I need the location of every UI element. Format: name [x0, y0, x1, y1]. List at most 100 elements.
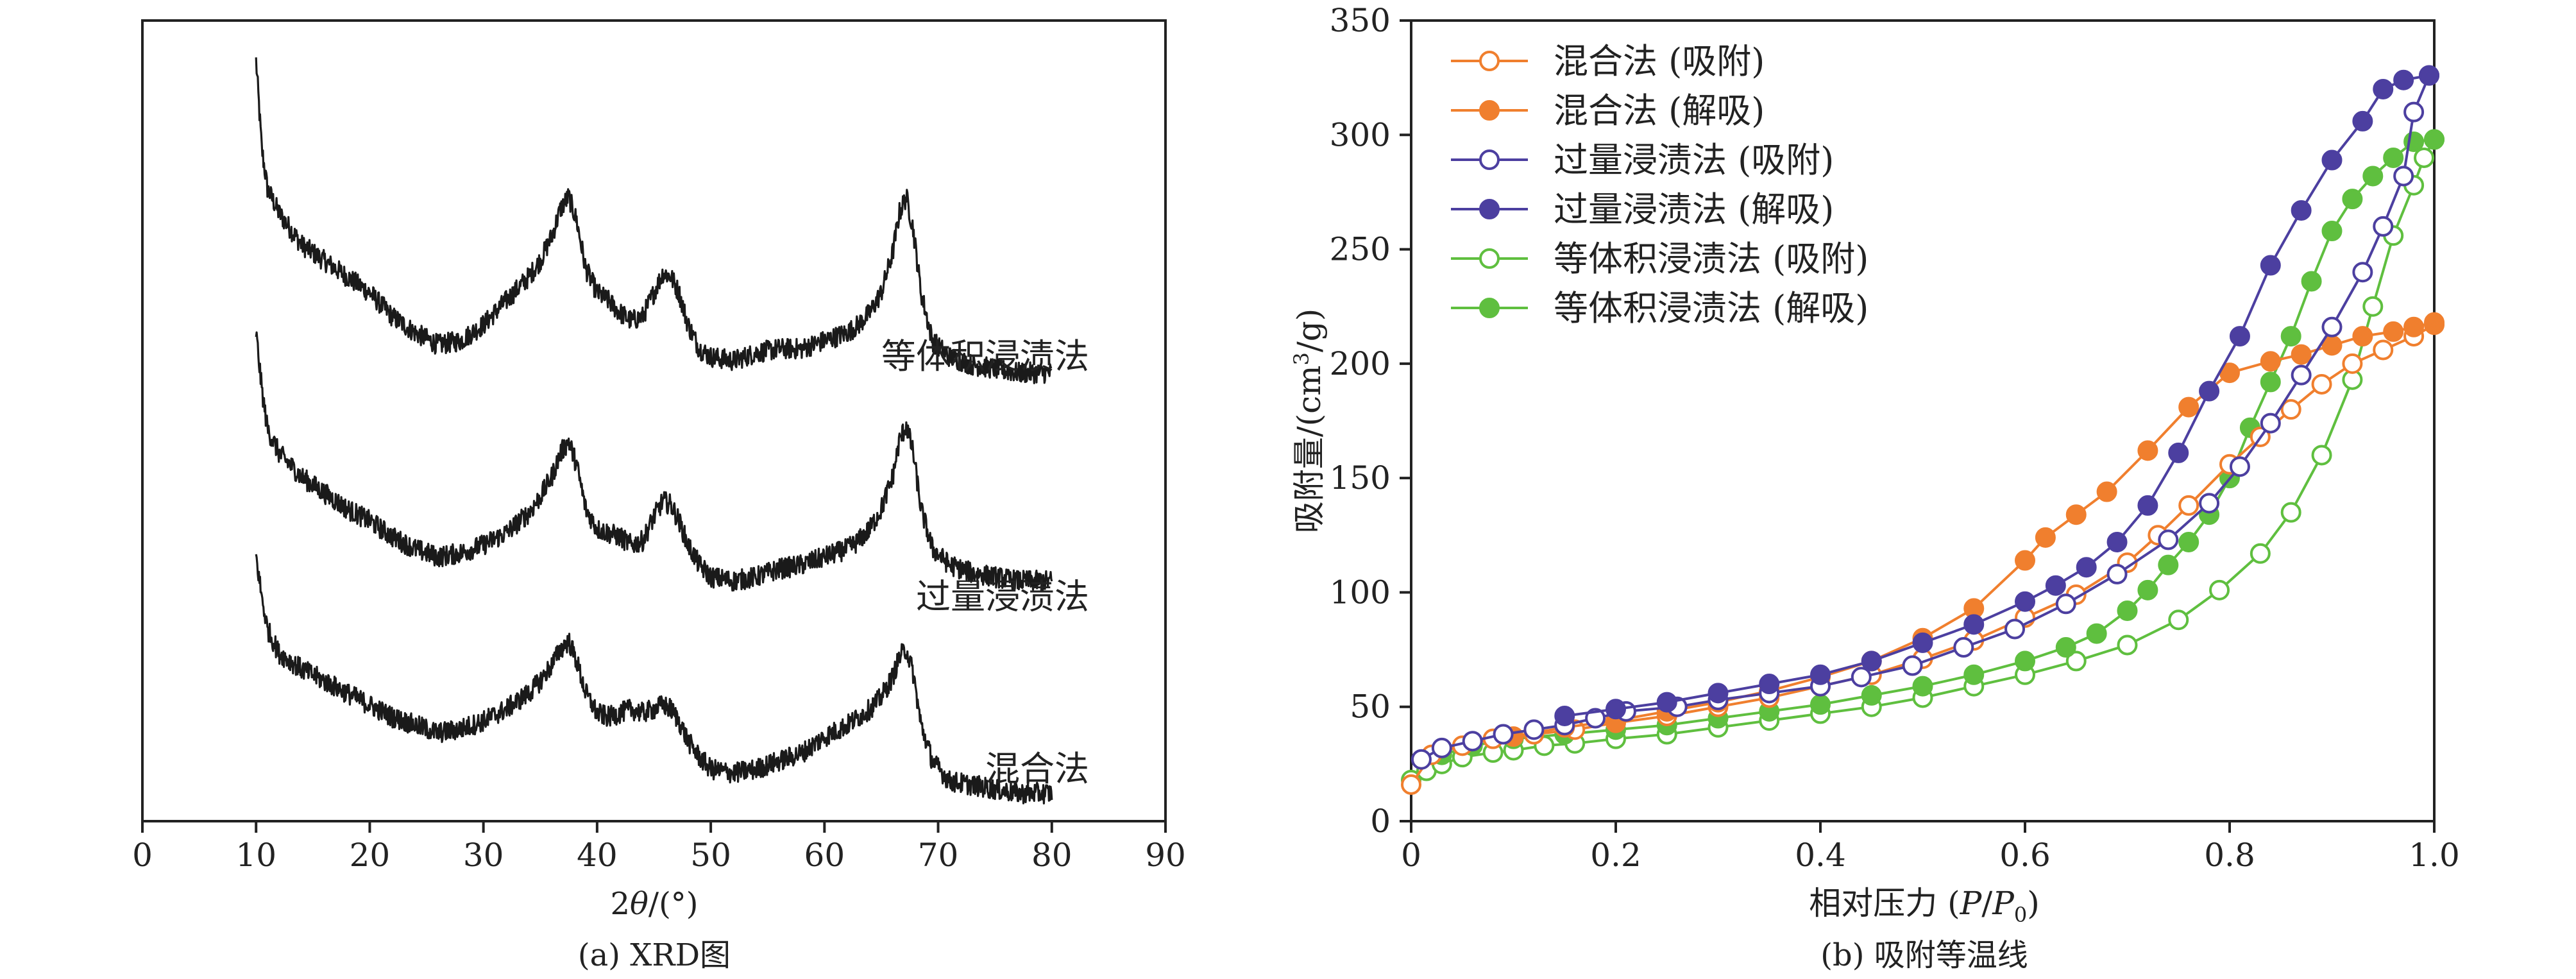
iso-series-4-point — [2065, 651, 2087, 672]
iso-y-label-sup: 3 — [1289, 352, 1314, 365]
iso-y-tick-label: 300 — [1330, 116, 1391, 153]
iso-series-2-point — [1462, 731, 1483, 752]
iso-series-1-point — [2291, 344, 2312, 365]
iso-series-1-point — [2137, 440, 2158, 461]
xrd-x-axis-label: 2θ/(°) — [610, 886, 698, 922]
iso-series-3-point — [1810, 664, 1831, 685]
iso-y-tick-label: 50 — [1350, 688, 1391, 726]
legend-label: 混合法 (解吸) — [1554, 90, 1765, 131]
legend-marker — [1479, 298, 1500, 318]
iso-x-tick-label: 0.4 — [1795, 837, 1846, 874]
iso-x-label-close: ) — [2027, 885, 2040, 922]
isotherm-series-group — [1401, 65, 2445, 795]
iso-series-1-point — [2015, 550, 2035, 571]
iso-series-4-point — [2168, 609, 2189, 631]
iso-series-2-point — [1585, 708, 1606, 729]
xrd-plot-frame — [141, 19, 1167, 822]
iso-series-4-point — [2311, 445, 2332, 466]
iso-series-1-point — [2403, 316, 2425, 337]
xrd-x-tick-label: 60 — [804, 837, 845, 874]
iso-series-2-point — [2106, 563, 2128, 584]
isotherm-caption: (b) 吸附等温线 — [1820, 937, 2028, 973]
iso-y-tick-label: 0 — [1370, 803, 1391, 840]
xrd-x-tick-label: 20 — [350, 837, 391, 874]
legend-marker — [1479, 100, 1500, 121]
legend-label: 等体积浸渍法 (解吸) — [1554, 288, 1868, 328]
iso-series-2-point — [2229, 456, 2250, 477]
xrd-x-tick-label: 50 — [690, 837, 731, 874]
iso-series-2-point — [1431, 737, 1452, 758]
iso-y-tick-label: 350 — [1330, 2, 1391, 39]
iso-series-2-point — [1493, 724, 1514, 745]
iso-series-4-point — [2209, 579, 2230, 600]
isotherm-y-axis-label: 吸附量/(cm3/g) — [1289, 309, 1328, 534]
iso-series-1-point — [2096, 481, 2117, 502]
iso-y-label-prefix: 吸附量/(cm — [1291, 365, 1328, 533]
iso-series-4-point — [2280, 502, 2301, 523]
isotherm-axes: 0 0.2 0.4 0.6 0.8 1.0 0 50 100 150 200 250 300 350 — [1330, 2, 2460, 874]
xrd-x-label-prefix: 2 — [610, 886, 630, 922]
iso-series-3-point — [2352, 110, 2373, 132]
legend-marker — [1479, 248, 1500, 269]
iso-series-0-point — [2280, 399, 2301, 420]
iso-series-4-point — [2117, 634, 2138, 656]
iso-series-5-point — [2383, 147, 2404, 168]
legend-marker — [1479, 149, 1500, 170]
isotherm-plot-frame — [1410, 19, 2436, 822]
iso-series-5-point — [2158, 554, 2179, 575]
iso-y-tick-label: 100 — [1330, 574, 1391, 611]
iso-series-2-point — [1851, 667, 1872, 688]
iso-series-2-point — [1902, 655, 1923, 676]
iso-x-label-slash: / — [1981, 885, 1992, 922]
iso-series-2-point — [2199, 493, 2220, 514]
iso-series-5-point — [1912, 676, 1933, 697]
iso-series-3-point — [1759, 674, 1780, 695]
iso-series-3-point — [2373, 78, 2394, 99]
iso-series-5-point — [2137, 579, 2158, 600]
iso-series-4-point — [2250, 543, 2271, 564]
iso-y-label-suffix: /g) — [1291, 309, 1328, 352]
iso-series-3-point — [1606, 699, 1626, 720]
iso-series-2-point — [2373, 216, 2394, 237]
iso-series-2-point — [2158, 529, 2179, 550]
iso-series-2-point — [2393, 166, 2414, 187]
xrd-x-tick-label: 10 — [235, 837, 276, 874]
iso-series-0-point — [2373, 339, 2394, 361]
iso-series-2-point — [2352, 262, 2373, 283]
iso-series-1-point — [2424, 312, 2445, 333]
iso-y-tick-label: 200 — [1330, 345, 1391, 382]
iso-x-label-p0: P — [1992, 885, 2015, 922]
iso-series-0-point — [2178, 495, 2199, 516]
iso-series-5-line — [1441, 138, 2435, 756]
xrd-x-tick-label: 40 — [577, 837, 618, 874]
iso-series-4-point — [2362, 296, 2384, 317]
iso-series-3-point — [1912, 632, 1933, 653]
iso-series-3-point — [1707, 683, 1729, 704]
iso-series-4-point — [2414, 147, 2435, 168]
legend-label: 过量浸渍法 (解吸) — [1554, 189, 1834, 230]
iso-series-2-point — [2004, 618, 2026, 640]
iso-series-3-point — [1656, 692, 1677, 713]
iso-series-5-point — [1861, 685, 1882, 706]
iso-series-5-point — [2086, 623, 2107, 644]
iso-x-label-prefix: 相对压力 ( — [1809, 885, 1960, 922]
iso-series-3-point — [2076, 557, 2097, 578]
iso-x-tick-label: 0.2 — [1590, 837, 1641, 874]
iso-series-2-point — [1411, 749, 1432, 770]
iso-series-3-point — [2260, 255, 2281, 276]
iso-series-3-point — [2106, 531, 2128, 552]
iso-series-2-point — [2260, 413, 2281, 434]
iso-series-3-point — [2291, 200, 2312, 221]
iso-series-2-point — [1953, 637, 1974, 658]
iso-series-1-point — [2035, 527, 2056, 548]
legend-label: 过量浸渍法 (吸附) — [1554, 140, 1834, 180]
iso-series-3-point — [2199, 380, 2220, 402]
iso-series-5-point — [2321, 221, 2343, 242]
iso-series-5-point — [2280, 326, 2301, 347]
xrd-series-label: 等体积浸渍法 — [881, 336, 1089, 377]
xrd-x-tick-label: 30 — [463, 837, 504, 874]
iso-series-3-point — [2229, 326, 2250, 347]
iso-x-tick-label: 0.8 — [2204, 837, 2255, 874]
xrd-series-label: 混合法 — [985, 749, 1089, 789]
